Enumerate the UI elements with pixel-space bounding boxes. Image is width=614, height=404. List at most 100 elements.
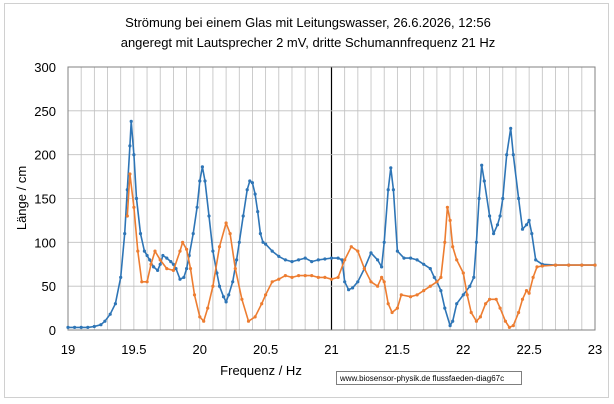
data-point xyxy=(329,277,334,281)
y-tick-label: 0 xyxy=(49,323,56,338)
x-tick-label: 21.5 xyxy=(385,342,410,357)
data-point xyxy=(474,319,478,323)
data-point xyxy=(224,300,228,304)
data-point xyxy=(260,302,264,306)
x-tick-label: 22.5 xyxy=(516,342,541,357)
data-point xyxy=(211,249,215,253)
data-point xyxy=(224,221,228,225)
data-point xyxy=(501,196,505,201)
data-point xyxy=(356,280,360,284)
data-point xyxy=(215,271,219,275)
data-point xyxy=(428,284,432,288)
data-point xyxy=(382,240,386,244)
data-point xyxy=(185,267,189,271)
data-point xyxy=(391,188,395,192)
data-point xyxy=(468,284,472,288)
data-point xyxy=(455,302,459,306)
data-point xyxy=(185,247,189,251)
data-point xyxy=(356,249,360,253)
data-point xyxy=(323,257,327,261)
data-point xyxy=(158,262,162,266)
data-point xyxy=(188,267,193,271)
data-point xyxy=(136,249,140,253)
data-point xyxy=(484,302,488,306)
chart-title-line-1: Strömung bei einem Glas mit Leitungswass… xyxy=(125,15,491,30)
data-point xyxy=(297,274,301,278)
data-point xyxy=(386,188,390,192)
data-point xyxy=(520,297,525,301)
data-point xyxy=(329,256,334,260)
data-point xyxy=(524,289,529,293)
x-tick-label: 23 xyxy=(588,342,602,357)
data-point xyxy=(264,293,268,297)
data-point xyxy=(527,218,531,222)
data-point xyxy=(256,210,260,214)
data-point xyxy=(235,258,239,262)
data-point xyxy=(535,265,539,269)
data-point xyxy=(503,319,507,323)
data-point xyxy=(140,280,144,284)
data-point xyxy=(248,179,252,183)
data-point xyxy=(402,256,406,260)
data-point xyxy=(386,302,390,306)
data-point xyxy=(480,163,484,167)
data-point xyxy=(511,324,515,328)
data-point xyxy=(171,262,175,266)
x-tick-label: 21 xyxy=(324,342,338,357)
grid xyxy=(68,67,595,330)
data-point xyxy=(530,232,534,236)
data-point xyxy=(79,325,83,329)
data-point xyxy=(303,274,307,278)
data-point xyxy=(399,293,403,297)
data-point xyxy=(507,325,511,329)
data-point xyxy=(191,232,195,236)
data-point xyxy=(270,280,274,284)
y-axis-label: Länge / cm xyxy=(14,166,29,230)
data-point xyxy=(448,324,452,328)
data-point xyxy=(495,223,500,227)
data-point xyxy=(258,232,262,236)
data-point xyxy=(237,240,241,244)
data-point xyxy=(389,166,393,170)
data-point xyxy=(198,179,202,183)
data-point xyxy=(527,291,531,295)
data-point xyxy=(221,295,226,299)
x-axis-label: Frequenz / Hz xyxy=(220,363,302,378)
data-point xyxy=(261,240,265,244)
data-point xyxy=(455,258,459,262)
data-point xyxy=(165,256,169,260)
data-point xyxy=(465,293,469,297)
data-point xyxy=(343,258,347,262)
data-point xyxy=(409,256,413,260)
y-tick-label: 300 xyxy=(34,60,56,75)
data-point xyxy=(148,258,152,262)
data-point xyxy=(509,126,513,130)
data-point xyxy=(376,258,380,262)
data-point xyxy=(517,310,521,315)
data-point xyxy=(192,293,197,297)
x-tick-label: 19.5 xyxy=(121,342,146,357)
data-point xyxy=(290,260,294,264)
data-point xyxy=(123,232,127,236)
data-point xyxy=(152,265,156,269)
data-point xyxy=(492,232,496,236)
data-point xyxy=(316,258,320,262)
data-point xyxy=(241,214,245,218)
data-point xyxy=(369,251,373,255)
data-point xyxy=(439,275,443,279)
data-point xyxy=(567,263,571,267)
data-point xyxy=(227,293,231,297)
x-tick-label: 20 xyxy=(193,342,207,357)
data-point xyxy=(517,196,521,201)
data-point xyxy=(169,260,173,264)
data-point xyxy=(283,258,287,262)
data-point xyxy=(415,258,419,262)
data-point xyxy=(395,249,399,253)
data-point xyxy=(246,319,251,323)
series-1 xyxy=(66,119,597,329)
series-line xyxy=(126,173,595,329)
data-point xyxy=(211,284,215,288)
data-point xyxy=(482,179,486,183)
data-point xyxy=(217,245,222,249)
data-point xyxy=(439,289,443,293)
